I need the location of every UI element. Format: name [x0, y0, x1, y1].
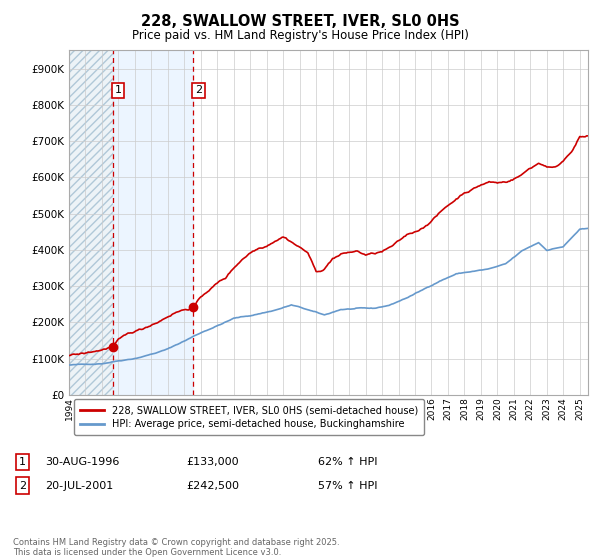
Text: 228, SWALLOW STREET, IVER, SL0 0HS: 228, SWALLOW STREET, IVER, SL0 0HS [140, 14, 460, 29]
Text: 30-AUG-1996: 30-AUG-1996 [45, 457, 119, 467]
Text: 2: 2 [195, 85, 202, 95]
Text: 62% ↑ HPI: 62% ↑ HPI [318, 457, 377, 467]
Text: 2: 2 [19, 480, 26, 491]
Text: Contains HM Land Registry data © Crown copyright and database right 2025.
This d: Contains HM Land Registry data © Crown c… [13, 538, 340, 557]
Text: 1: 1 [115, 85, 122, 95]
Bar [113, 50, 193, 395]
Text: 1: 1 [19, 457, 26, 467]
Legend: 228, SWALLOW STREET, IVER, SL0 0HS (semi-detached house), HPI: Average price, se: 228, SWALLOW STREET, IVER, SL0 0HS (semi… [74, 399, 424, 435]
Text: £133,000: £133,000 [186, 457, 239, 467]
Text: £242,500: £242,500 [186, 480, 239, 491]
Text: Price paid vs. HM Land Registry's House Price Index (HPI): Price paid vs. HM Land Registry's House … [131, 29, 469, 42]
Text: 20-JUL-2001: 20-JUL-2001 [45, 480, 113, 491]
Bar [69, 50, 113, 395]
Bar [69, 50, 113, 395]
Text: 57% ↑ HPI: 57% ↑ HPI [318, 480, 377, 491]
